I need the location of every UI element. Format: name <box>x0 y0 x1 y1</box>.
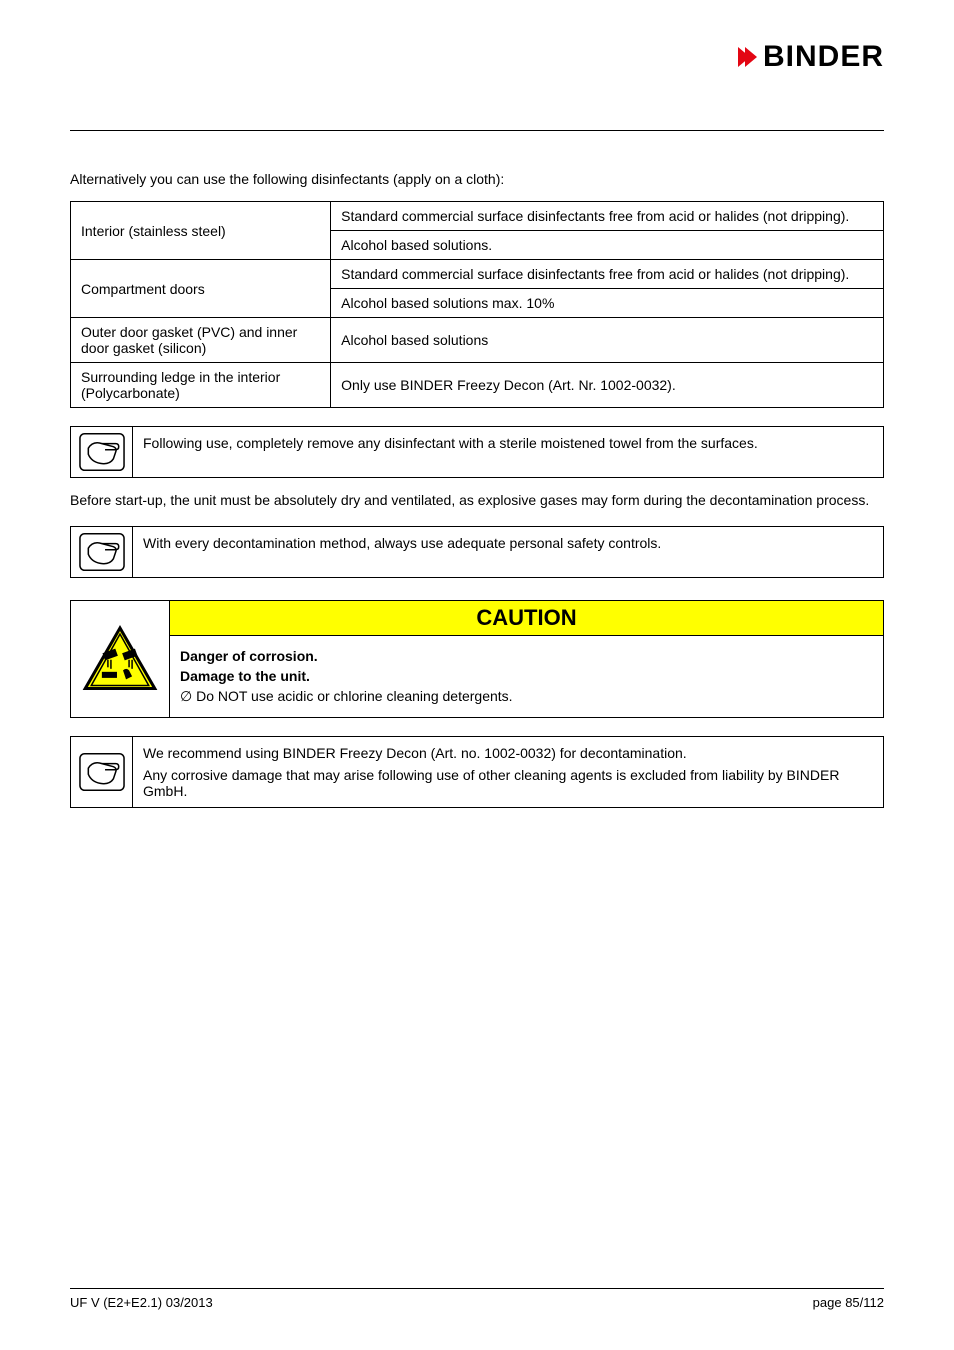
cell-value: Only use BINDER Freezy Decon (Art. Nr. 1… <box>331 363 884 408</box>
hand-point-icon <box>79 433 125 471</box>
note-icon-cell <box>71 427 133 477</box>
corrosion-warning-icon <box>81 625 159 693</box>
footer-left: UF V (E2+E2.1) 03/2013 <box>70 1295 213 1310</box>
page-footer: UF V (E2+E2.1) 03/2013 page 85/112 <box>70 1288 884 1310</box>
hand-point-icon <box>79 533 125 571</box>
disinfectant-table: Interior (stainless steel) Standard comm… <box>70 201 884 408</box>
caution-bullet: ∅ Do NOT use acidic or chlorine cleaning… <box>180 688 873 705</box>
cell-label: Interior (stainless steel) <box>71 202 331 260</box>
brand-logo: BINDER <box>735 40 884 74</box>
note-box: Following use, completely remove any dis… <box>70 426 884 478</box>
caution-block: CAUTION Danger of corrosion. Damage to t… <box>70 600 884 718</box>
header-rule <box>70 130 884 131</box>
hand-point-icon <box>79 753 125 791</box>
footer-right: page 85/112 <box>813 1295 884 1310</box>
cell-label: Outer door gasket (PVC) and inner door g… <box>71 318 331 363</box>
note-text: Following use, completely remove any dis… <box>133 427 883 477</box>
logo-arrow-icon <box>735 43 757 71</box>
logo-text: BINDER <box>763 40 884 74</box>
intro-text: Alternatively you can use the following … <box>70 171 884 187</box>
note3-line1: We recommend using BINDER Freezy Decon (… <box>143 745 873 761</box>
cell-label: Compartment doors <box>71 260 331 318</box>
table-row: Compartment doors Standard commercial su… <box>71 260 884 289</box>
caution-title: CAUTION <box>169 601 883 636</box>
cell-value: Alcohol based solutions max. 10% <box>331 289 884 318</box>
cell-label: Surrounding ledge in the interior (Polyc… <box>71 363 331 408</box>
note3-line2: Any corrosive damage that may arise foll… <box>143 767 873 799</box>
cell-value: Standard commercial surface disinfectant… <box>331 260 884 289</box>
note-icon-cell <box>71 527 133 577</box>
cell-value: Alcohol based solutions. <box>331 231 884 260</box>
note-icon-cell <box>71 737 133 807</box>
cell-value: Standard commercial surface disinfectant… <box>331 202 884 231</box>
caution-line2: Damage to the unit. <box>180 668 310 684</box>
note-text: With every decontamination method, alway… <box>133 527 883 577</box>
note-box: With every decontamination method, alway… <box>70 526 884 578</box>
table-row: Surrounding ledge in the interior (Polyc… <box>71 363 884 408</box>
table-row: Outer door gasket (PVC) and inner door g… <box>71 318 884 363</box>
note-box: We recommend using BINDER Freezy Decon (… <box>70 736 884 808</box>
caution-line1: Danger of corrosion. <box>180 648 318 664</box>
caution-content: Danger of corrosion. Damage to the unit.… <box>169 636 883 717</box>
table-row: Interior (stainless steel) Standard comm… <box>71 202 884 231</box>
paragraph: Before start-up, the unit must be absolu… <box>70 492 884 508</box>
cell-value: Alcohol based solutions <box>331 318 884 363</box>
caution-body: CAUTION Danger of corrosion. Damage to t… <box>169 601 883 717</box>
caution-icon-cell <box>71 601 169 717</box>
note-text: We recommend using BINDER Freezy Decon (… <box>133 737 883 807</box>
